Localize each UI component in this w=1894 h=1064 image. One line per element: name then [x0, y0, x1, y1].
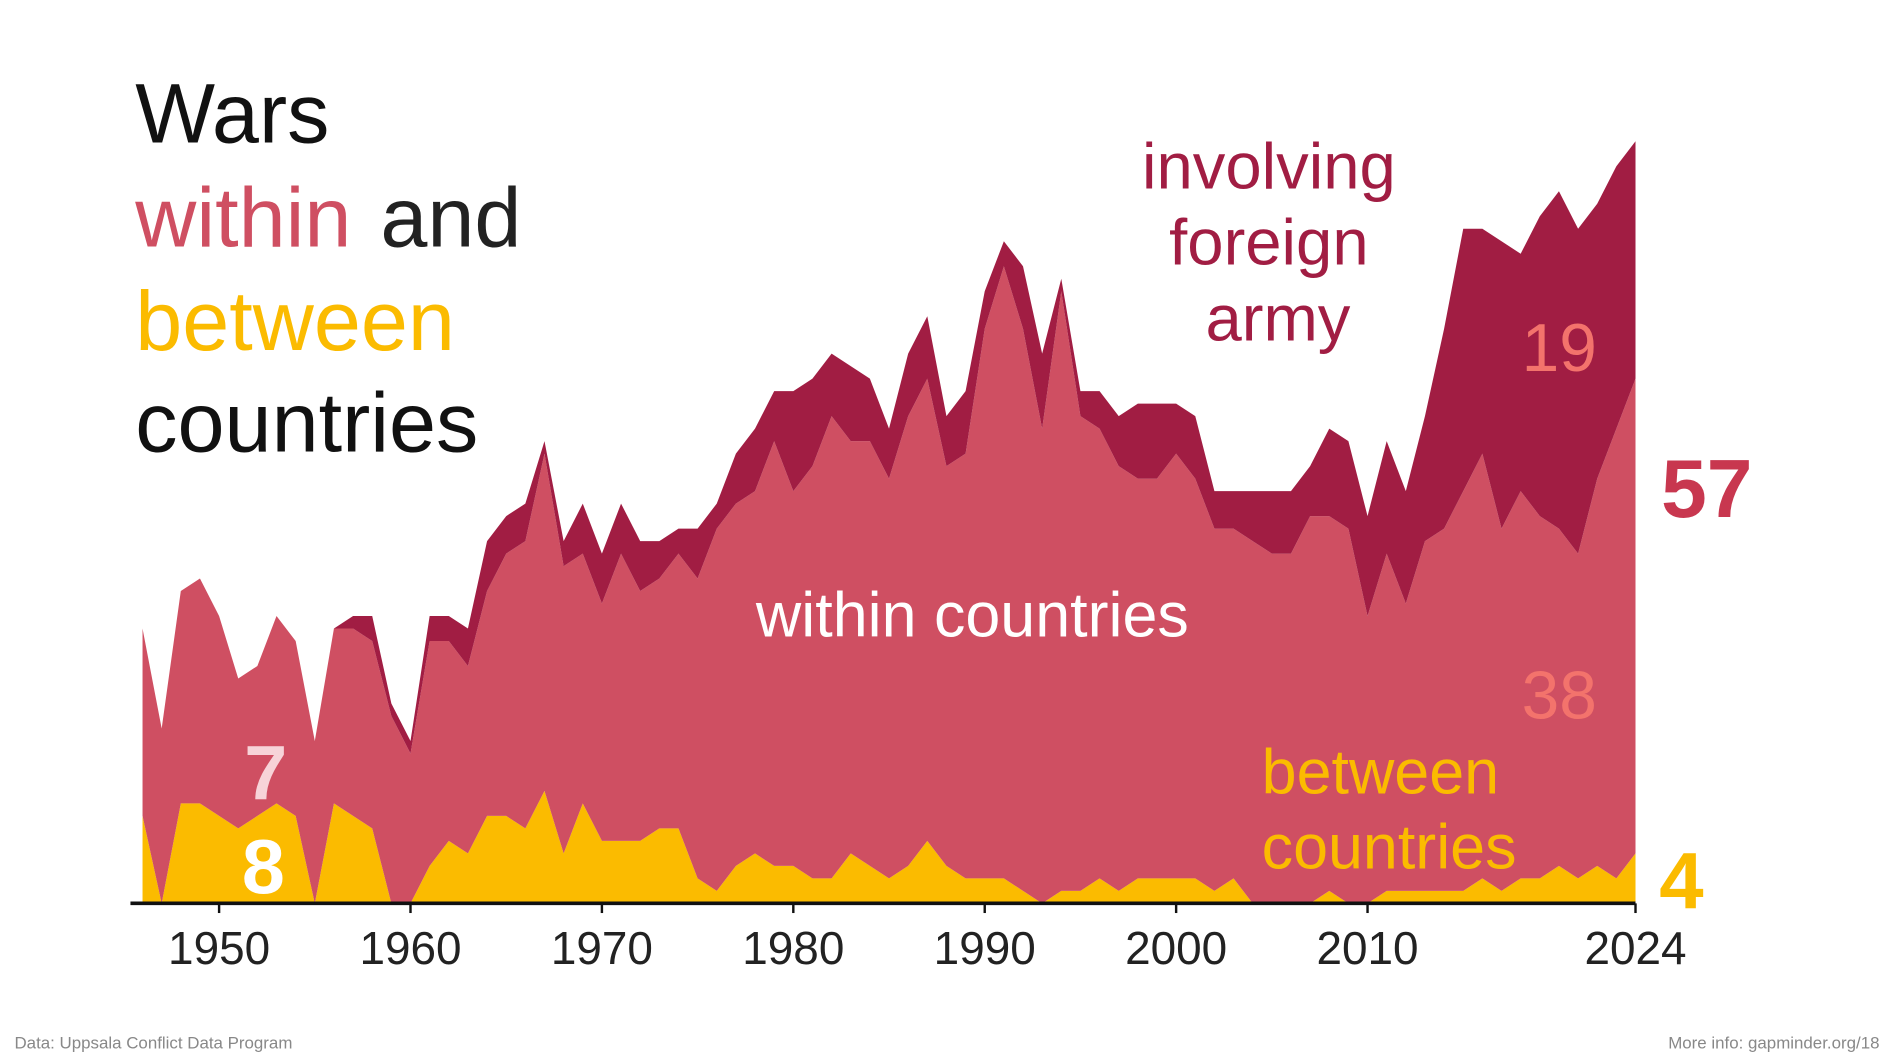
x-tick-label: 2010 [1317, 922, 1419, 974]
value-label: 38 [1522, 659, 1597, 734]
series-label: involving foreign army [1142, 129, 1414, 354]
annotation: 57 [1661, 444, 1752, 535]
area [142, 141, 1636, 754]
more-info-note: More info: gapminder.org/18 [1668, 1033, 1879, 1052]
source-note: Data: Uppsala Conflict Data Program [14, 1033, 292, 1052]
title-word: and [380, 169, 521, 264]
chart-title-line: between [135, 273, 455, 368]
chart-title-line: countries [135, 375, 478, 470]
series-label: within countries [755, 580, 1189, 650]
title-word: within [134, 169, 351, 264]
chart-title-line: Wars [135, 66, 329, 161]
x-tick-label: 1990 [934, 922, 1036, 974]
x-tick-label: 1950 [168, 922, 270, 974]
x-tick-label: 1970 [551, 922, 653, 974]
area [142, 266, 1636, 904]
chart-title-line: within and [134, 169, 521, 264]
title-word: countries [135, 375, 478, 470]
value-label: 19 [1522, 311, 1597, 386]
value-label: 4 [1659, 836, 1703, 925]
annotation: 8 [242, 825, 285, 911]
title-word: between [135, 273, 455, 368]
series-label: between countries [1262, 737, 1517, 882]
x-tick-label: 1980 [742, 922, 844, 974]
area [142, 790, 1636, 904]
x-tick-label: 1960 [359, 922, 461, 974]
x-tick-label: 2000 [1125, 922, 1227, 974]
annotation: 7 [244, 731, 287, 817]
title-word: Wars [135, 66, 329, 161]
x-tick-label: 2024 [1584, 922, 1686, 974]
